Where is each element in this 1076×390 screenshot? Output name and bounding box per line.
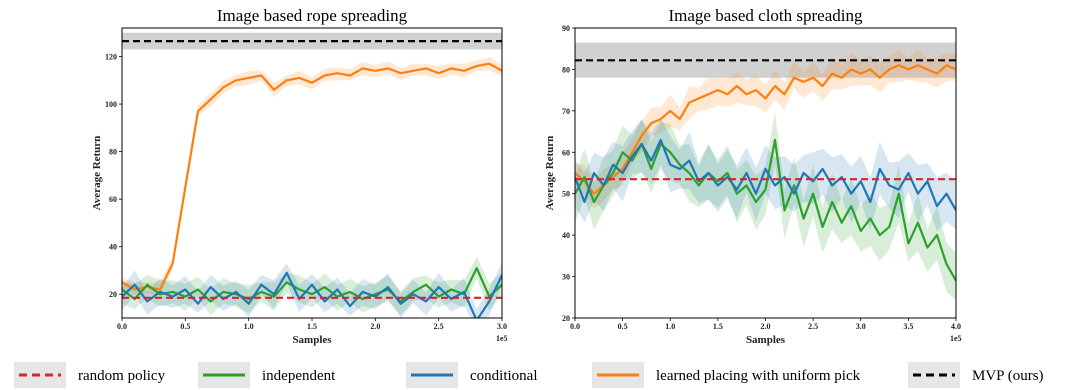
x-tick-label: 3.0 <box>497 322 507 331</box>
x-tick-label: 1.0 <box>665 322 675 331</box>
x-tick-label: 2.5 <box>808 322 818 331</box>
chart-rope-spreading: Image based rope spreading 0.0 0.5 1.0 1.5 2.… <box>91 6 508 346</box>
independent-band <box>575 111 956 301</box>
x-tick-label: 4.0 <box>951 322 961 331</box>
legend-label: independent <box>262 368 336 384</box>
conditional-band <box>122 262 502 318</box>
plot-area <box>575 42 956 301</box>
legend-label: random policy <box>78 368 166 384</box>
x-tick-label: 3.0 <box>856 322 866 331</box>
x-tick-label: 0.5 <box>618 322 628 331</box>
conditional-line <box>575 138 956 211</box>
y-tick-label: 60 <box>109 195 117 204</box>
y-tick-label: 20 <box>109 290 117 299</box>
y-axis-label: Average Return <box>91 136 103 211</box>
learned-placing-with-uniform-pick-line <box>575 64 956 195</box>
x-scale-label: 1e5 <box>950 334 962 343</box>
learned-placing-with-uniform-pick-line <box>122 62 502 291</box>
x-tick-label: 0.5 <box>180 322 190 331</box>
x-tick-label: 2.0 <box>370 322 380 331</box>
y-tick-label: 30 <box>562 273 570 282</box>
y-tick-label: 20 <box>562 314 570 323</box>
y-tick-label: 120 <box>105 53 117 62</box>
x-tick-label: 1.0 <box>244 322 254 331</box>
y-tick-label: 70 <box>562 107 570 116</box>
chart-cloth-spreading: Image based cloth spreading 0.0 0.5 1.0 1.5 2… <box>544 6 962 346</box>
x-axis-label: Samples <box>292 334 332 346</box>
x-tick-label: 1.5 <box>713 322 723 331</box>
legend-item-independent: independent <box>198 362 336 388</box>
x-scale-label: 1e5 <box>496 334 508 343</box>
y-tick-label: 80 <box>562 65 570 74</box>
conditional-band <box>575 117 956 232</box>
legend-item-conditional: conditional <box>406 362 538 388</box>
legend: random policy independent conditional learn… <box>14 362 1044 388</box>
legend-item-learned-placing-with-uniform-pick: learned placing with uniform pick <box>592 362 861 388</box>
x-tick-label: 0.0 <box>117 322 127 331</box>
x-tick-label: 3.5 <box>903 322 913 331</box>
x-tick-label: 2.0 <box>761 322 771 331</box>
legend-item-random-policy: random policy <box>14 362 166 388</box>
x-tick-label: 0.0 <box>570 322 580 331</box>
x-tick-label: 2.5 <box>434 322 444 331</box>
y-axis-label: Average Return <box>544 136 556 211</box>
y-tick-label: 90 <box>562 24 570 33</box>
legend-label: MVP (ours) <box>972 368 1044 384</box>
learned-placing-with-uniform-pick-band <box>122 57 502 296</box>
chart-title: Image based cloth spreading <box>668 6 863 25</box>
conditional-line <box>122 271 502 318</box>
y-tick-label: 60 <box>562 148 570 157</box>
y-tick-label: 40 <box>109 243 117 252</box>
y-tick-label: 40 <box>562 231 570 240</box>
y-tick-label: 80 <box>109 148 117 157</box>
chart-title: Image based rope spreading <box>217 6 408 25</box>
x-axis-label: Samples <box>746 334 786 346</box>
plot-area <box>122 32 502 318</box>
y-tick-label: 100 <box>105 100 117 109</box>
legend-label: learned placing with uniform pick <box>656 368 861 384</box>
x-tick-label: 1.5 <box>307 322 317 331</box>
independent-line <box>122 267 502 303</box>
y-tick-label: 50 <box>562 190 570 199</box>
legend-label: conditional <box>470 368 538 384</box>
legend-item-mvp-ours: MVP (ours) <box>908 362 1044 388</box>
